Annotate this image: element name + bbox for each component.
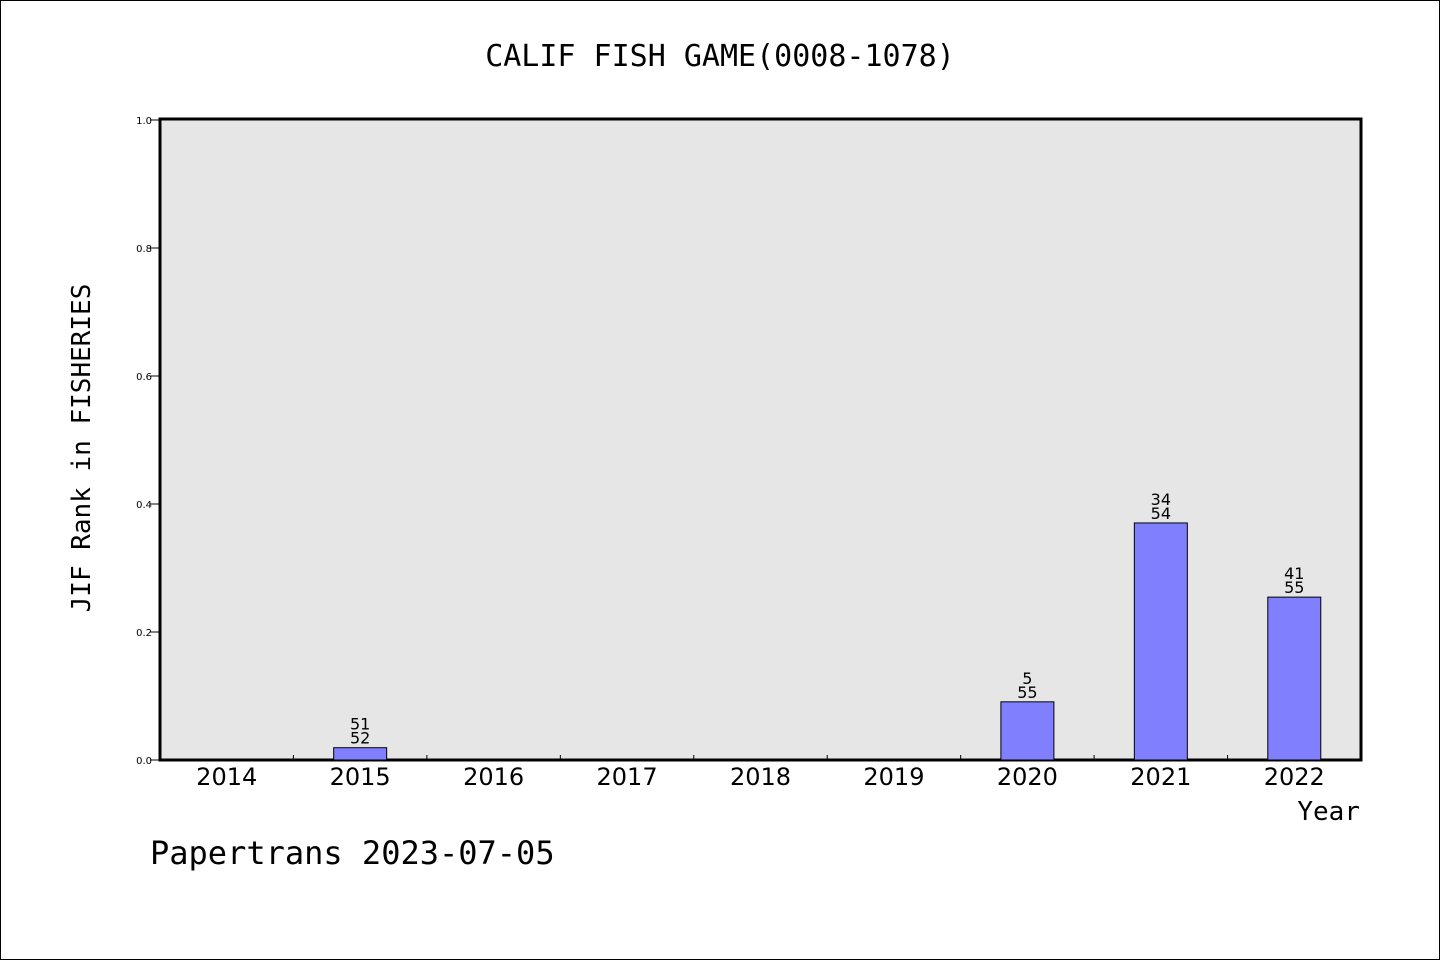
bar-2020 — [1000, 701, 1055, 761]
x-tick-label: 2016 — [463, 763, 524, 791]
y-tick-label: 0.4 — [136, 500, 152, 511]
y-axis: 0.0 0.2 0.4 0.6 0.8 1.0 — [136, 116, 160, 767]
bar-2021 — [1133, 522, 1188, 761]
x-tick-label: 2017 — [597, 763, 658, 791]
y-tick-label: 0.2 — [136, 628, 152, 639]
x-tick-label: 2020 — [997, 763, 1058, 791]
x-axis-label: Year — [1297, 797, 1360, 827]
x-tick-label: 2018 — [730, 763, 791, 791]
x-axis: 2014 2015 2016 2017 2018 2019 2020 2021 2022 — [196, 755, 1325, 791]
chart-title: CALIF FISH GAME(0008-1078) — [485, 39, 955, 74]
y-axis-label: JIF Rank in FISHERIES — [67, 284, 97, 613]
y-tick-label: 1.0 — [136, 116, 152, 127]
x-tick-label: 2019 — [863, 763, 924, 791]
x-tick-label: 2014 — [196, 763, 257, 791]
bar-2022 — [1267, 596, 1322, 761]
bar-data-label: 51 — [350, 715, 370, 734]
footer-credit: Papertrans 2023-07-05 — [150, 834, 555, 872]
bar-2015 — [333, 747, 388, 761]
bar-data-label: 52 — [350, 729, 370, 748]
x-tick-label: 2022 — [1264, 763, 1325, 791]
x-tick-label: 2015 — [330, 763, 391, 791]
x-tick-label: 2021 — [1130, 763, 1191, 791]
bar-data-label: 55 — [1017, 683, 1037, 702]
y-tick-label: 0.6 — [136, 372, 152, 383]
bar-data-label: 34 — [1151, 490, 1171, 509]
bar-data-label: 54 — [1151, 504, 1171, 523]
bar-data-label: 55 — [1284, 578, 1304, 597]
y-tick-label: 0.8 — [136, 244, 152, 255]
y-tick-label: 0.0 — [136, 756, 152, 767]
bar-data-label: 5 — [1022, 669, 1032, 688]
bar-series — [333, 522, 1322, 761]
bar-data-label: 41 — [1284, 564, 1304, 583]
